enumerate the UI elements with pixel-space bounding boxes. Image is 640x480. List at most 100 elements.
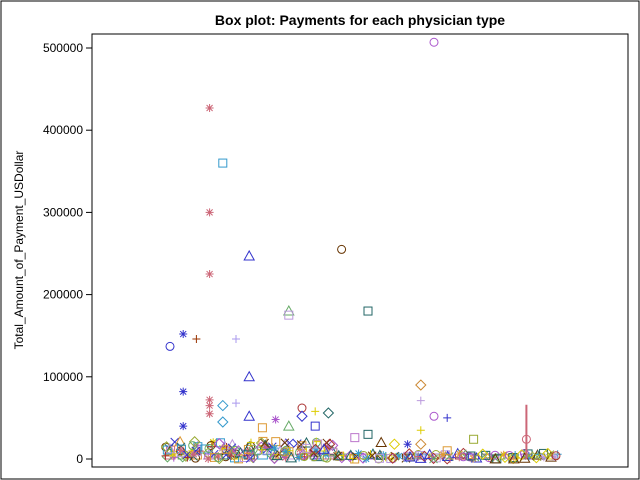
cluster-point [550, 453, 559, 462]
outlier-point [205, 104, 214, 113]
outlier-point [297, 403, 307, 413]
outlier-point [243, 410, 256, 421]
cluster-point [489, 452, 502, 464]
cluster-point [323, 443, 332, 452]
cluster-point [296, 440, 306, 449]
cluster-point [168, 449, 177, 458]
y-tick-label: 300000 [43, 205, 83, 219]
cluster-point [204, 443, 214, 453]
cluster-point [248, 444, 258, 454]
outlier-point [232, 399, 240, 408]
cluster-point [404, 450, 416, 462]
cluster-point [282, 447, 291, 456]
cluster-point [234, 446, 247, 458]
outlier-point [284, 310, 294, 320]
cluster-point [160, 441, 173, 453]
cluster-point [207, 442, 216, 451]
cluster-point [403, 448, 416, 460]
cluster-point [429, 454, 438, 464]
cluster-point [281, 453, 290, 462]
cluster-point [204, 454, 213, 463]
y-tick-label: 0 [76, 452, 83, 466]
y-tick-label: 100000 [43, 370, 83, 384]
outlier-point [165, 341, 175, 351]
cluster-point [318, 443, 330, 454]
cluster-point [415, 450, 425, 460]
outlier-point [322, 407, 335, 419]
cluster-point [444, 452, 454, 461]
outlier-point [217, 416, 229, 428]
cluster-point [176, 446, 185, 455]
cluster-point [311, 450, 324, 462]
outlier-point [257, 423, 267, 433]
cluster-point [255, 441, 268, 453]
cluster-point [551, 451, 561, 461]
cluster-point [177, 444, 187, 454]
cluster-point [213, 453, 223, 463]
outlier-point [337, 244, 347, 254]
cluster-point [507, 452, 520, 464]
cluster-point [465, 452, 475, 462]
cluster-point [213, 452, 226, 465]
outlier-point [217, 399, 229, 412]
outlier-point [403, 440, 412, 449]
cluster-point [322, 453, 332, 463]
cluster-point [311, 444, 320, 453]
outlier-point [521, 434, 531, 444]
cluster-point [206, 440, 216, 450]
outlier-point [442, 446, 452, 456]
outlier-point [415, 438, 427, 450]
outlier-point [205, 208, 214, 217]
cluster-point [455, 450, 464, 459]
outlier-point [282, 420, 295, 431]
plot-area-frame [91, 33, 629, 468]
outlier-point [205, 409, 214, 418]
cluster-point [243, 444, 253, 454]
outlier-point [271, 415, 280, 424]
outlier-point [311, 407, 320, 416]
cluster-point [180, 450, 192, 462]
cluster-point [313, 439, 323, 449]
cluster-point [162, 445, 172, 455]
outlier-point [443, 413, 452, 422]
outlier-point [179, 422, 188, 431]
cluster-point [326, 439, 339, 452]
cluster-point [481, 450, 491, 460]
cluster-point [260, 438, 269, 448]
cluster-point [507, 452, 519, 465]
cluster-point [246, 438, 255, 447]
y-tick-label: 500000 [43, 41, 83, 55]
cluster-point [161, 451, 170, 460]
outlier-point [388, 438, 401, 450]
cluster-point [243, 440, 256, 452]
cluster-point [354, 449, 363, 458]
cluster-point [323, 438, 336, 450]
cluster-point [300, 436, 313, 448]
cluster-point [182, 450, 192, 460]
cluster-point [188, 436, 201, 448]
outlier-point [375, 436, 388, 448]
outlier-point [416, 426, 425, 435]
y-tick-label: 200000 [43, 288, 83, 302]
cluster-point [394, 451, 403, 460]
cluster-point [279, 447, 289, 457]
cluster-point [348, 454, 357, 463]
cluster-point [232, 445, 245, 457]
cluster-point [309, 443, 322, 456]
y-tick-label: 400000 [43, 123, 83, 137]
cluster-point [189, 450, 198, 459]
outlier-point [469, 434, 479, 444]
outlier-point [363, 429, 373, 439]
cluster-point [374, 454, 384, 464]
cluster-point [466, 451, 476, 461]
cluster-point [386, 452, 399, 464]
outlier-point [296, 410, 308, 422]
cluster-point [257, 445, 266, 454]
cluster-point [359, 450, 369, 460]
y-axis-label: Total_Amount_of_Payment_USDollar [12, 151, 26, 350]
outlier-point [179, 330, 188, 339]
outlier-point [192, 334, 201, 343]
chart-title: Box plot: Payments for each physician ty… [215, 12, 505, 28]
